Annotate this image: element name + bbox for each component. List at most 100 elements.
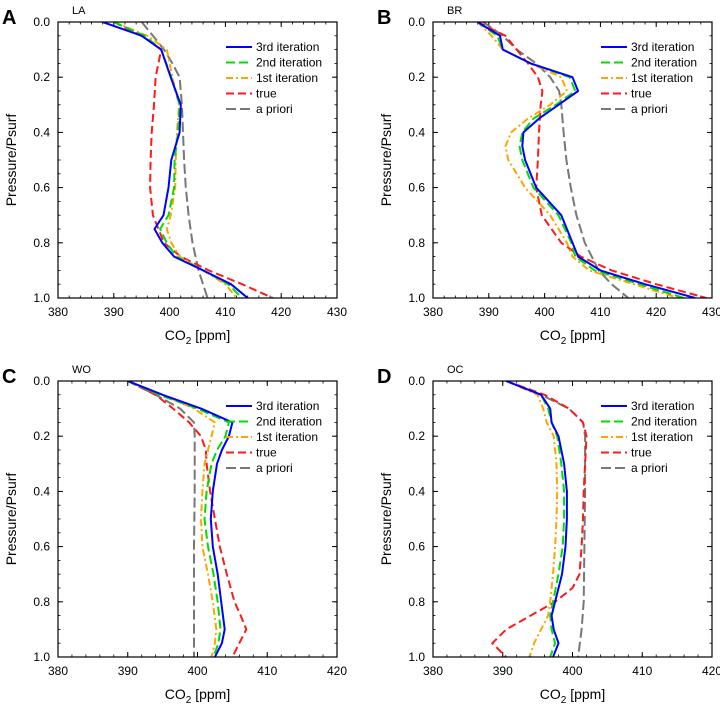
x-tick-label: 400 (535, 305, 555, 319)
y-tick-label: 0.8 (408, 236, 425, 250)
series-line-iter3 (127, 381, 234, 657)
y-tick-label: 1.0 (33, 650, 50, 664)
x-tick-label: 390 (104, 305, 124, 319)
series-line-iter2 (505, 381, 566, 657)
plot-frame (432, 21, 713, 299)
legend-label-true: true (256, 87, 277, 101)
series-layer (102, 22, 274, 298)
series-line-apriori (127, 381, 196, 657)
series-line-iter3 (477, 22, 696, 298)
x-tick-label: 410 (257, 664, 277, 678)
x-axis-title: CO2 [ppm] (165, 327, 230, 347)
panel-letter: D (377, 366, 391, 388)
x-tick-label: 380 (48, 664, 68, 678)
series-line-iter1 (127, 381, 218, 657)
legend-label-iter1: 1st iteration (631, 430, 693, 444)
y-tick-label: 0.4 (408, 484, 425, 498)
series-line-true (491, 381, 588, 657)
series-line-iter2 (477, 22, 685, 298)
y-tick-label: 0.4 (408, 125, 425, 139)
x-tick-label: 420 (271, 305, 291, 319)
y-tick-label: 0.0 (33, 15, 50, 29)
panel-site-label: WO (72, 364, 91, 376)
y-tick-label: 0.2 (408, 429, 425, 443)
panel-site-label: LA (72, 5, 86, 17)
legend-label-iter2: 2nd iteration (631, 415, 697, 429)
y-tick-label: 0.6 (408, 181, 425, 195)
y-tick-label: 0.8 (33, 236, 50, 250)
panel-letter: B (377, 7, 391, 29)
series-line-apriori (140, 22, 209, 298)
y-tick-label: 0.2 (408, 70, 425, 84)
legend-label-true: true (631, 446, 652, 460)
series-line-apriori (505, 381, 587, 657)
legend-label-true: true (256, 446, 277, 460)
series-line-iter2 (113, 22, 243, 298)
legend-label-iter3: 3rd iteration (256, 40, 319, 54)
series-line-apriori (482, 22, 629, 298)
x-tick-label: 400 (562, 664, 582, 678)
chart-panel-D: D OC 380 390 400 410 420 0.0 0.2 0.4 0.6 0.8 1.0 CO2 … (377, 364, 720, 706)
x-tick-label: 430 (702, 305, 720, 319)
y-tick-label: 0.6 (33, 540, 50, 554)
series-line-iter2 (127, 381, 230, 657)
chart-panel-C: C WO 380 390 400 410 420 0.0 0.2 0.4 0.6 0.8 1.0 CO2 … (2, 364, 347, 706)
panel-letter: A (2, 7, 16, 29)
x-tick-label: 390 (479, 305, 499, 319)
x-tick-label: 400 (160, 305, 180, 319)
x-tick-label: 420 (702, 664, 720, 678)
x-tick-label: 390 (118, 664, 138, 678)
legend-label-iter1: 1st iteration (256, 430, 318, 444)
x-tick-label: 410 (215, 305, 235, 319)
panel-site-label: OC (447, 364, 464, 376)
y-tick-label: 0.8 (408, 595, 425, 609)
series-line-true (113, 22, 274, 298)
legend-label-iter1: 1st iteration (631, 71, 693, 85)
y-tick-label: 1.0 (408, 650, 425, 664)
legend-label-iter2: 2nd iteration (631, 56, 697, 70)
legend-label-iter3: 3rd iteration (631, 40, 694, 54)
y-axis-title: Pressure/Psurf (3, 473, 19, 566)
y-tick-label: 0.2 (33, 429, 50, 443)
y-tick-label: 0.0 (408, 15, 425, 29)
series-layer (476, 22, 707, 298)
x-axis-title: CO2 [ppm] (540, 686, 605, 706)
x-tick-label: 420 (646, 305, 666, 319)
y-tick-label: 0.8 (33, 595, 50, 609)
legend-label-apriori: a priori (256, 461, 293, 475)
y-tick-label: 0.4 (33, 125, 50, 139)
x-tick-label: 380 (423, 664, 443, 678)
panel-site-label: BR (447, 5, 462, 17)
legend-label-iter3: 3rd iteration (631, 399, 694, 413)
y-tick-label: 1.0 (33, 291, 50, 305)
panel-letter: C (2, 366, 16, 388)
plot-frame (57, 380, 338, 658)
chart-panel-B: B BR 380 390 400 410 420 430 0.0 0.2 0.4 0.6 0.8 1.0 C… (377, 5, 720, 347)
series-layer (491, 381, 588, 657)
y-tick-label: 0.0 (408, 374, 425, 388)
x-tick-label: 390 (493, 664, 513, 678)
legend-label-apriori: a priori (631, 102, 668, 116)
x-tick-label: 380 (48, 305, 68, 319)
x-axis-title: CO2 [ppm] (165, 686, 230, 706)
legend-label-iter2: 2nd iteration (256, 415, 322, 429)
y-tick-label: 0.0 (33, 374, 50, 388)
legend-label-iter2: 2nd iteration (256, 56, 322, 70)
series-line-iter3 (102, 22, 249, 298)
series-line-iter3 (505, 381, 568, 657)
legend-label-apriori: a priori (256, 102, 293, 116)
plot-frame (57, 21, 338, 299)
legend-label-apriori: a priori (631, 461, 668, 475)
y-tick-label: 1.0 (408, 291, 425, 305)
series-line-iter1 (505, 381, 559, 657)
y-tick-label: 0.6 (33, 181, 50, 195)
chart-panel-A: A LA 380 390 400 410 420 430 0.0 0.2 0.4 0.6 0.8 1.0 C… (2, 5, 347, 347)
plot-frame (432, 380, 713, 658)
y-axis-title: Pressure/Psurf (3, 114, 19, 207)
x-tick-label: 410 (632, 664, 652, 678)
